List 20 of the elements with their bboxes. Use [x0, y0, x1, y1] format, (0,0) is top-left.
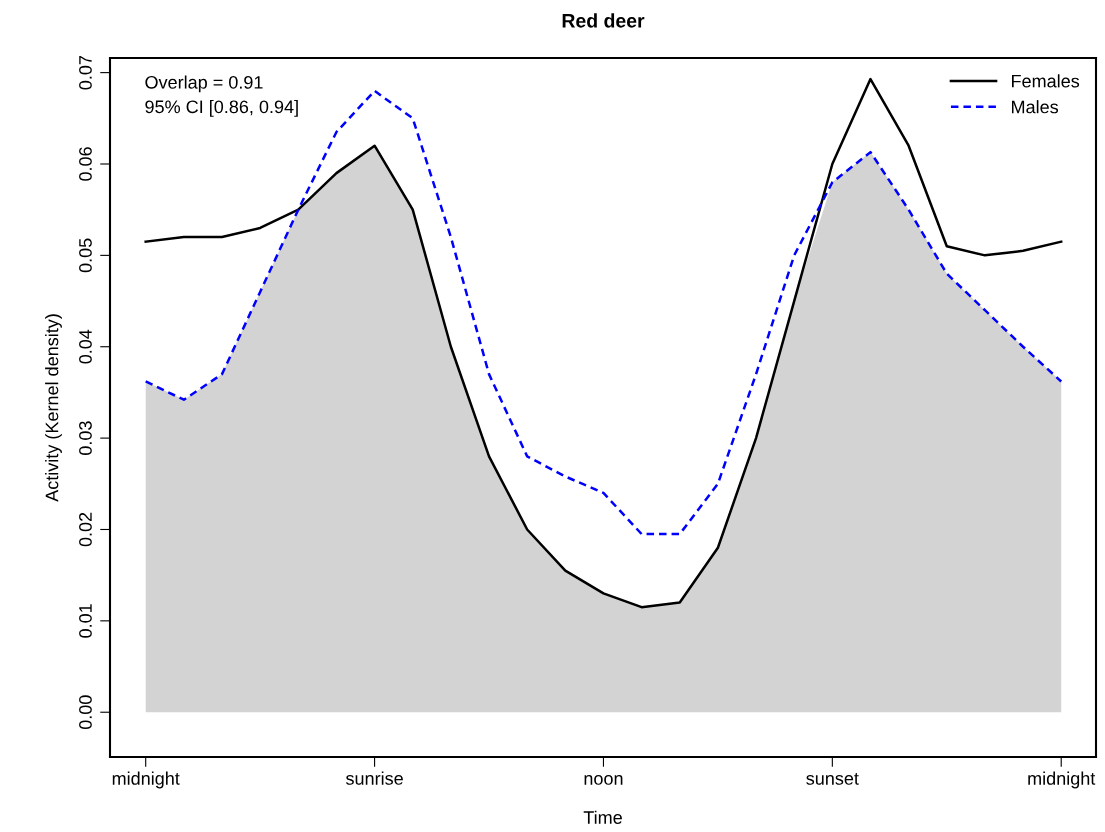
x-tick-label: sunset — [806, 772, 859, 785]
y-tick-label: 0.01 — [79, 604, 92, 638]
x-tick-label: sunrise — [345, 771, 403, 785]
y-tick-label: 0.04 — [79, 329, 92, 364]
y-tick-label: 0.07 — [79, 55, 92, 90]
y-tick-label: 0.05 — [79, 238, 92, 273]
x-axis-title: Time — [583, 810, 622, 824]
x-tick-label: midnight — [1028, 771, 1096, 789]
annotation: 95% CI [0.86, 0.94] — [145, 99, 298, 117]
y-axis-title: Activity (Kernel density) — [45, 314, 62, 502]
legend-label: Males — [1012, 100, 1059, 114]
y-tick-label: 0.03 — [79, 421, 92, 455]
y-tick-label: 0.02 — [79, 512, 92, 547]
x-tick-label: noon — [584, 774, 623, 785]
legend-label: Females — [1012, 74, 1080, 88]
x-tick-label: midnight — [112, 771, 180, 789]
y-tick-label: 0.00 — [79, 695, 92, 730]
annotation: Overlap = 0.91 — [145, 75, 263, 93]
chart-title: Red deer — [562, 13, 645, 28]
y-tick-label: 0.06 — [79, 147, 92, 181]
